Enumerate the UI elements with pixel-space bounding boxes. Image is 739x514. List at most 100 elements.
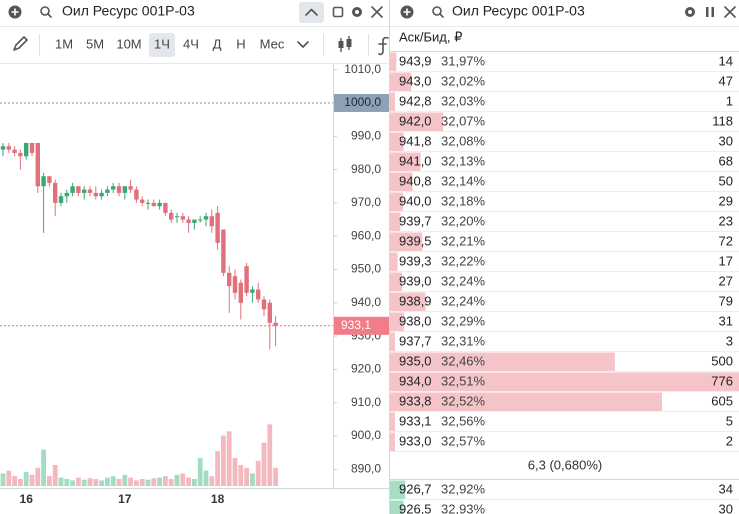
- ask-volume-bar: [390, 152, 421, 172]
- collapse-button[interactable]: [299, 2, 324, 23]
- volume-bar: [87, 478, 93, 486]
- add-button[interactable]: [400, 5, 414, 19]
- quantity: 17: [719, 253, 733, 268]
- ask-volume-bar: [390, 312, 404, 332]
- quantity: 79: [719, 293, 733, 308]
- yield: 32,24%: [441, 293, 486, 308]
- yield: 32,31%: [441, 333, 486, 348]
- interval-button[interactable]: 1М: [55, 36, 73, 51]
- search-icon[interactable]: [432, 6, 444, 18]
- candle-body: [134, 189, 139, 200]
- price[interactable]: 934,0: [399, 373, 432, 388]
- close-button[interactable]: [724, 6, 736, 18]
- yield: 32,22%: [441, 253, 486, 268]
- chart-type-button[interactable]: [338, 36, 352, 52]
- quantity: 3: [726, 333, 733, 348]
- volume-bar: [151, 478, 157, 486]
- interval-button[interactable]: Мес: [260, 36, 285, 51]
- price[interactable]: 941,0: [399, 153, 432, 168]
- quantity: 1: [726, 93, 733, 108]
- price[interactable]: 943,9: [399, 53, 432, 68]
- candle-body: [227, 272, 232, 287]
- close-button[interactable]: [371, 6, 383, 18]
- volume-bar: [163, 476, 168, 486]
- price[interactable]: 935,0: [399, 353, 432, 368]
- interval-button[interactable]: Д: [213, 36, 222, 51]
- candle-body: [215, 212, 220, 243]
- price[interactable]: 933,0: [399, 433, 432, 448]
- draw-tool[interactable]: [13, 36, 28, 51]
- volume-bar: [215, 451, 220, 486]
- search-icon[interactable]: [40, 6, 52, 18]
- volume-bar: [238, 465, 244, 486]
- price[interactable]: 938,9: [399, 293, 432, 308]
- interval-button[interactable]: Н: [236, 36, 245, 51]
- quantity: 2: [726, 433, 733, 448]
- yield: 32,21%: [441, 233, 486, 248]
- candle-body: [24, 142, 29, 157]
- price[interactable]: 940,0: [399, 193, 432, 208]
- interval-button[interactable]: 5М: [86, 36, 104, 51]
- candle-body: [221, 229, 226, 273]
- indicators-button[interactable]: [378, 36, 389, 56]
- yield: 32,07%: [441, 113, 486, 128]
- y-tick-label: 940,0: [351, 295, 381, 309]
- add-button[interactable]: [8, 5, 22, 19]
- price[interactable]: 939,7: [399, 213, 432, 228]
- price[interactable]: 939,3: [399, 253, 432, 268]
- volume-bar: [145, 479, 151, 486]
- yield: 32,18%: [441, 193, 486, 208]
- ask-volume-bar: [390, 112, 444, 132]
- x-tick-label: 18: [211, 492, 225, 506]
- price[interactable]: 926,7: [399, 481, 432, 496]
- price[interactable]: 933,1: [399, 413, 432, 428]
- ask-volume-bar: [390, 392, 663, 412]
- price[interactable]: 933,8: [399, 393, 432, 408]
- volume-bar: [192, 479, 197, 486]
- yield: 32,29%: [441, 313, 486, 328]
- candle-body: [105, 189, 110, 193]
- price[interactable]: 942,0: [399, 113, 432, 128]
- price[interactable]: 941,8: [399, 133, 432, 148]
- yield: 32,57%: [441, 433, 486, 448]
- candle-body: [267, 302, 272, 323]
- interval-button[interactable]: 10М: [116, 36, 141, 51]
- price[interactable]: 943,0: [399, 73, 432, 88]
- price[interactable]: 939,0: [399, 273, 432, 288]
- order-book: 943,9 31,97% 14 943,0 32,02% 47 942,8 32,03% 1 94…: [390, 52, 739, 514]
- candle-body: [122, 186, 127, 193]
- interval-button[interactable]: 1Ч: [154, 36, 170, 51]
- quantity: 23: [719, 213, 733, 228]
- candle-body: [209, 216, 214, 227]
- volume-bar: [116, 479, 122, 486]
- price[interactable]: 939,5: [399, 233, 432, 248]
- window-button[interactable]: [332, 6, 344, 18]
- price[interactable]: 938,0: [399, 313, 432, 328]
- settings-button[interactable]: [352, 7, 362, 17]
- spread: 6,3 (0,680%): [528, 457, 602, 472]
- volume-bar: [197, 458, 203, 486]
- pause-button[interactable]: [706, 7, 714, 17]
- y-tick-label: 950,0: [351, 262, 381, 276]
- candle-body: [174, 216, 180, 218]
- volume-bar: [81, 479, 87, 486]
- yield: 32,20%: [441, 213, 486, 228]
- interval-button[interactable]: 4Ч: [183, 36, 199, 51]
- candle-body: [64, 192, 69, 197]
- candlestick-chart: 890,0900,0910,0920,0930,0940,0950,0960,0…: [0, 62, 389, 506]
- reference-price-box: [334, 93, 389, 112]
- price[interactable]: 942,8: [399, 93, 432, 108]
- y-tick-label: 890,0: [351, 462, 381, 476]
- settings-button[interactable]: [685, 7, 695, 17]
- price[interactable]: 940,8: [399, 173, 432, 188]
- quantity: 29: [719, 193, 733, 208]
- price[interactable]: 937,7: [399, 333, 432, 348]
- bid-volume-bar: [390, 500, 404, 514]
- ask-volume-bar: [390, 412, 395, 432]
- interval-menu[interactable]: [297, 41, 309, 48]
- volume-bar: [41, 449, 46, 486]
- price[interactable]: 926,5: [399, 501, 432, 514]
- interval-selected-bg: [149, 33, 175, 57]
- volume-bar: [134, 480, 139, 486]
- panel-title: Оил Ресурс 001Р-03: [62, 3, 195, 19]
